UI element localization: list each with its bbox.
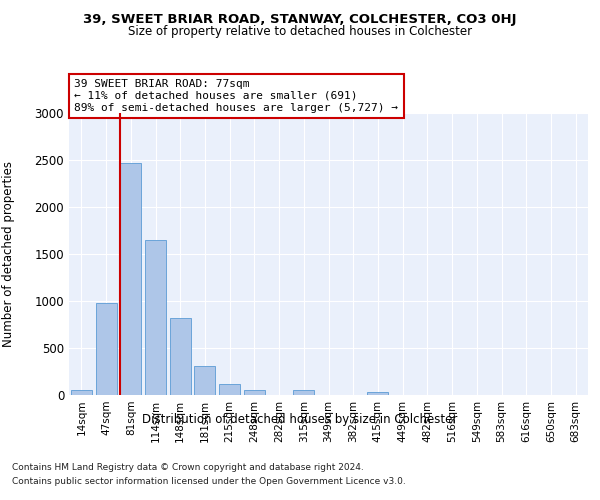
Bar <box>95 303 116 395</box>
Bar <box>71 390 92 395</box>
Bar <box>194 366 215 395</box>
Text: Distribution of detached houses by size in Colchester: Distribution of detached houses by size … <box>142 412 458 426</box>
Bar <box>120 164 141 395</box>
Y-axis label: Number of detached properties: Number of detached properties <box>2 161 14 347</box>
Bar <box>145 240 166 395</box>
Bar <box>219 384 240 395</box>
Text: 39, SWEET BRIAR ROAD, STANWAY, COLCHESTER, CO3 0HJ: 39, SWEET BRIAR ROAD, STANWAY, COLCHESTE… <box>83 12 517 26</box>
Text: 39 SWEET BRIAR ROAD: 77sqm
← 11% of detached houses are smaller (691)
89% of sem: 39 SWEET BRIAR ROAD: 77sqm ← 11% of deta… <box>74 80 398 112</box>
Bar <box>244 390 265 395</box>
Text: Contains public sector information licensed under the Open Government Licence v3: Contains public sector information licen… <box>12 478 406 486</box>
Text: Contains HM Land Registry data © Crown copyright and database right 2024.: Contains HM Land Registry data © Crown c… <box>12 462 364 471</box>
Bar <box>367 392 388 395</box>
Bar <box>293 390 314 395</box>
Text: Size of property relative to detached houses in Colchester: Size of property relative to detached ho… <box>128 25 472 38</box>
Bar <box>170 318 191 395</box>
